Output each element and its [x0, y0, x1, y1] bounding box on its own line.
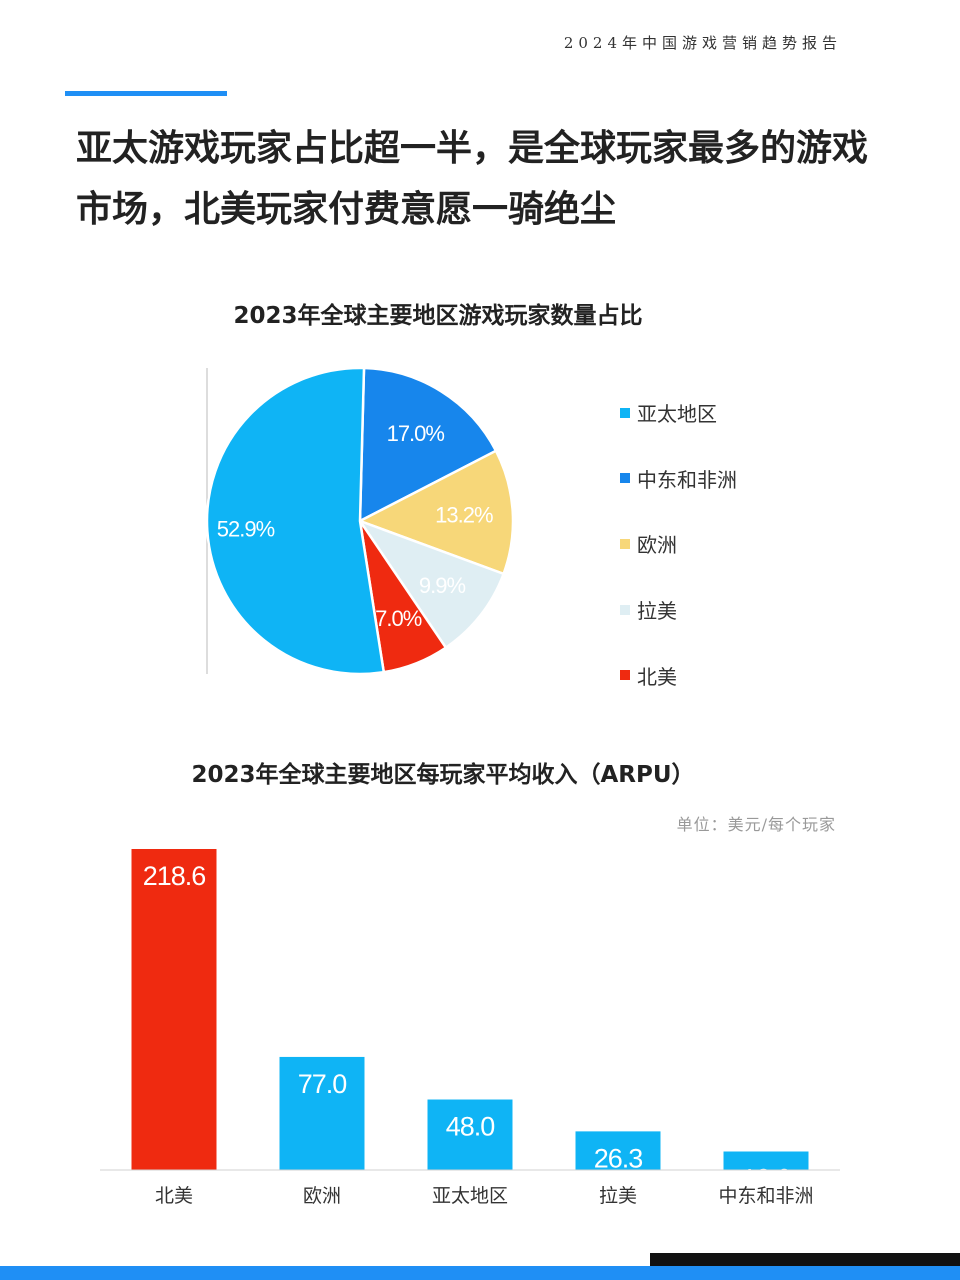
pie-legend: 亚太地区中东和非洲欧洲拉美北美	[620, 380, 737, 708]
bar-value-label: 77.0	[298, 1069, 347, 1099]
headline-line-2: 市场，北美玩家付费意愿一骑绝尘	[76, 189, 617, 230]
pie-slice-label: 52.9%	[217, 516, 275, 541]
legend-swatch	[620, 670, 630, 681]
legend-swatch	[620, 538, 630, 549]
pie-slice	[356, 518, 506, 650]
legend-item: 拉美	[620, 577, 737, 643]
legend-item: 亚太地区	[620, 380, 737, 446]
legend-item: 欧洲	[620, 511, 737, 577]
bar-value-label: 12.6	[742, 1163, 791, 1193]
bar	[279, 1056, 365, 1170]
accent-line	[65, 91, 227, 96]
bar-chart: 218.6 77.0 48.0 26.3 12.6 北美 欧洲 亚太地区 拉美 中东和非洲	[100, 849, 840, 1207]
report-title: 2024年中国游戏营销趋势报告	[563, 34, 842, 52]
bar-value-label: 218.6	[143, 861, 206, 891]
legend-label: 亚太地区	[637, 402, 717, 427]
pie-chart-title: 2023年全球主要地区游戏玩家数量占比	[233, 303, 643, 329]
footer-dark-bar	[650, 1253, 960, 1266]
pie-slice-label: 9.9%	[419, 573, 466, 598]
legend-swatch	[620, 473, 630, 484]
bar-category-label: 亚太地区	[432, 1185, 508, 1207]
bar	[131, 849, 217, 1170]
pie-slice-label: 13.2%	[435, 503, 493, 528]
bar	[575, 1131, 661, 1170]
bar-value-label: 26.3	[594, 1143, 643, 1173]
legend-swatch	[620, 407, 630, 418]
legend-item: 中东和非洲	[620, 446, 737, 512]
bar-category-labels: 北美 欧洲 亚太地区 拉美 中东和非洲	[155, 1185, 814, 1207]
pie-slice-label: 17.0%	[387, 421, 445, 446]
bar-category-label: 北美	[155, 1185, 193, 1207]
bar-category-label: 欧洲	[303, 1185, 341, 1207]
bar-value-label: 48.0	[446, 1112, 495, 1142]
page-headline: 亚太游戏玩家占比超一半，是全球玩家最多的游戏 市场，北美玩家付费意愿一骑绝尘	[76, 118, 896, 240]
legend-label: 拉美	[637, 599, 677, 624]
legend-label: 中东和非洲	[637, 467, 737, 492]
bar-chart-title: 2023年全球主要地区每玩家平均收入（ARPU）	[191, 762, 695, 788]
legend-label: 北美	[637, 664, 677, 689]
bar-chart-unit: 单位：美元/每个玩家	[676, 815, 836, 834]
legend-label: 欧洲	[637, 533, 677, 558]
headline-line-1: 亚太游戏玩家占比超一半，是全球玩家最多的游戏	[76, 128, 869, 169]
pie-slice	[205, 366, 386, 676]
footer-blue-bar	[0, 1266, 960, 1280]
bar-category-label: 拉美	[599, 1185, 637, 1207]
bar	[427, 1099, 513, 1170]
bar-category-label: 中东和非洲	[718, 1185, 813, 1207]
pie-slice-label: 7.0%	[375, 606, 422, 631]
bar-group: 218.6 77.0 48.0 26.3 12.6	[131, 849, 809, 1193]
pie-slices	[205, 366, 515, 676]
pie-labels: 17.0% 13.2% 9.9% 7.0% 52.9%	[217, 421, 494, 631]
legend-swatch	[620, 604, 630, 615]
legend-item: 北美	[620, 642, 737, 708]
pie-slice	[358, 366, 498, 524]
pie-slice	[356, 449, 515, 576]
pie-chart: 17.0% 13.2% 9.9% 7.0% 52.9%	[205, 366, 515, 676]
bar	[723, 1151, 809, 1170]
